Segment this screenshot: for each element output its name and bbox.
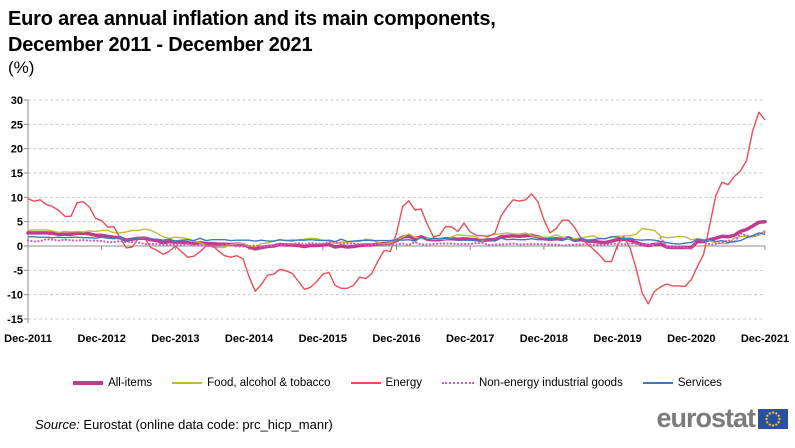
y-tick-label: 20: [11, 144, 23, 156]
y-tick-label: 5: [17, 217, 23, 229]
legend-key-energy-icon: [350, 382, 381, 384]
eu-flag-star: [771, 410, 775, 414]
x-tick-label: Dec-2011: [4, 333, 52, 345]
eu-flag-star: [768, 423, 771, 426]
chart-unit-label: (%): [8, 58, 35, 77]
legend-key-services-icon: [642, 382, 673, 384]
y-tick-label: -10: [7, 290, 23, 302]
chart-title-line1: Euro area annual inflation and its main …: [8, 8, 496, 30]
axes: [24, 99, 766, 323]
legend-key-non-energy-industrial-goods-icon: [441, 382, 474, 384]
source-note: Source: Eurostat (online data code: prc_…: [35, 417, 333, 432]
eu-flag-star: [765, 417, 768, 420]
y-tick-label: 30: [11, 95, 23, 107]
y-tick-label: 0: [17, 241, 23, 253]
x-tick-label: Dec-2013: [151, 333, 199, 345]
eu-flag-star: [775, 423, 778, 426]
y-tick-label: -5: [13, 265, 23, 277]
eu-flag-star: [766, 420, 769, 423]
source-label: Source:: [35, 417, 80, 432]
y-gridlines: [28, 99, 765, 320]
x-tick-label: Dec-2020: [667, 333, 715, 345]
legend-label: Energy: [385, 377, 422, 389]
y-tick-label: 10: [11, 192, 23, 204]
eu-flag-star: [777, 414, 780, 417]
legend-item-food-alcohol-tobacco: Food, alcohol & tobacco: [172, 377, 331, 389]
y-tick-label: 15: [11, 168, 23, 180]
eurostat-logo-text: eurostat: [656, 403, 756, 433]
chart-legend: All-items Food, alcohol & tobacco Energy No…: [0, 377, 795, 389]
legend-label: All-items: [108, 377, 153, 389]
eu-flag-field: [758, 408, 788, 429]
chart-title-line2: December 2011 - December 2021: [8, 34, 313, 56]
series-line-services: [28, 232, 766, 245]
x-tick-label: Dec-2014: [225, 333, 274, 345]
source-text: Eurostat (online data code: prc_hicp_man…: [79, 417, 333, 432]
inflation-line-chart: 30 25 20 15 10 5 0 -5 -10 -15 Dec-2011 Dec-2012 Dec-…: [4, 95, 789, 345]
x-tick-label: Dec-2019: [593, 333, 641, 345]
y-tick-label: 25: [11, 119, 23, 131]
x-tick-label: Dec-2012: [78, 333, 126, 345]
legend-label: Services: [677, 377, 722, 389]
legend-key-all-items-icon: [73, 381, 104, 385]
chart-title: Euro area annual inflation and its main …: [8, 6, 496, 58]
legend-label: Non-energy industrial goods: [478, 377, 623, 389]
legend-item-non-energy-industrial-goods: Non-energy industrial goods: [441, 377, 623, 389]
x-tick-label: Dec-2018: [520, 333, 568, 345]
legend-key-food-alcohol-tobacco-icon: [172, 382, 203, 384]
x-tick-label: Dec-2015: [299, 333, 347, 345]
legend-item-services: Services: [642, 377, 722, 389]
eu-flag-star: [777, 420, 780, 423]
eurostat-logo: eurostat: [656, 405, 788, 432]
series-line-energy: [27, 111, 766, 305]
eu-flag-star: [768, 411, 771, 414]
eu-flag-star: [771, 423, 775, 427]
eu-flag-star: [766, 414, 769, 417]
x-tick-label: Dec-2016: [372, 333, 420, 345]
x-tick-label: Dec-2017: [446, 333, 494, 345]
eu-flag-star: [775, 411, 778, 414]
eu-flag-star: [778, 417, 781, 420]
legend-label: Food, alcohol & tobacco: [207, 377, 331, 389]
series-line-non-energy-industrial-goods: [26, 230, 767, 250]
axis-labels: 30 25 20 15 10 5 0 -5 -10 -15 Dec-2011 Dec-2012 Dec-…: [4, 95, 789, 345]
y-tick-label: -15: [7, 314, 23, 326]
eu-flag-icon: [758, 408, 788, 429]
x-tick-label: Dec-2021: [741, 333, 789, 345]
legend-item-energy: Energy: [350, 377, 422, 389]
legend-item-all-items: All-items: [73, 377, 152, 389]
